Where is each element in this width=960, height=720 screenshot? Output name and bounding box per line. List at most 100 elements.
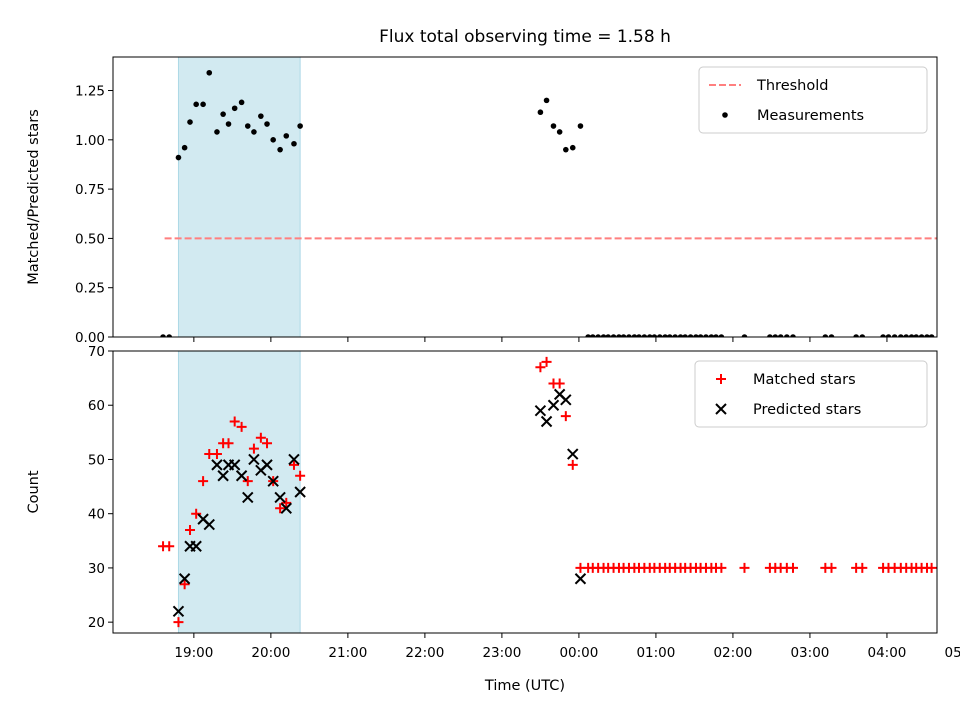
- top-panel: 0.00 0.25 0.50 0.75 1.00 1.25 Matched/Predicte…: [26, 56, 960, 346]
- legend-box: [698, 66, 928, 134]
- x-tick-label: 23:00: [482, 645, 521, 661]
- data-point: [697, 334, 704, 337]
- data-point: [666, 334, 673, 337]
- y-tick-label: 60: [88, 398, 105, 414]
- data-point: [554, 378, 565, 389]
- y-tick-label: 0.00: [75, 330, 105, 346]
- data-point: [223, 438, 234, 449]
- data-point: [173, 617, 184, 628]
- data-point: [242, 476, 253, 487]
- data-point: [288, 453, 300, 466]
- data-point: [187, 119, 193, 125]
- legend-box: [694, 360, 928, 428]
- y-tick-label: 20: [88, 615, 105, 631]
- data-point: [713, 334, 719, 337]
- y-tick-label: 70: [88, 344, 105, 360]
- bottom-panel: 20 30 40 50 60 70 19:00 20:00 21:00 22:00 23:00 00:…: [26, 344, 960, 694]
- data-point: [567, 459, 578, 470]
- data-point: [255, 432, 266, 443]
- data-point: [275, 503, 286, 514]
- data-point: [291, 140, 297, 147]
- data-point: [772, 334, 779, 337]
- x-tick-label: 22:00: [405, 645, 444, 661]
- data-point: [693, 334, 699, 337]
- data-point: [262, 438, 273, 449]
- y-tick-label: 0.75: [75, 182, 105, 198]
- data-point: [264, 121, 270, 127]
- data-point: [569, 144, 576, 151]
- legend-label: Matched stars: [753, 372, 856, 388]
- data-point: [885, 334, 892, 337]
- data-point: [200, 101, 206, 108]
- data-point: [926, 562, 937, 573]
- data-point: [164, 541, 175, 552]
- data-point: [589, 334, 596, 337]
- data-point: [535, 362, 546, 373]
- data-point: [859, 334, 866, 337]
- data-point: [636, 334, 642, 337]
- data-point: [787, 562, 798, 573]
- data-point: [283, 133, 290, 139]
- data-point: [828, 334, 835, 337]
- data-point: [595, 334, 601, 337]
- data-point: [236, 421, 247, 432]
- y-tick-label: 40: [88, 507, 105, 523]
- data-point: [767, 334, 773, 337]
- data-point: [620, 334, 627, 337]
- legend: Matched stars Predicted stars: [694, 360, 928, 428]
- data-point: [220, 111, 226, 117]
- data-point: [295, 470, 306, 481]
- data-point: [211, 459, 223, 471]
- legend-dot-swatch: [722, 112, 728, 118]
- data-point: [947, 563, 957, 573]
- data-point: [826, 562, 837, 573]
- data-point: [297, 123, 303, 129]
- data-point: [703, 334, 709, 337]
- data-point: [918, 334, 925, 337]
- data-point: [217, 470, 229, 482]
- legend-entry: Threshold: [709, 78, 828, 94]
- data-point: [928, 334, 935, 337]
- data-point: [605, 334, 611, 337]
- data-point: [857, 562, 868, 573]
- data-point: [225, 121, 232, 127]
- data-point: [281, 497, 292, 508]
- data-point: [235, 470, 248, 482]
- x-tick-label: 05:00: [945, 645, 960, 661]
- data-point: [203, 518, 215, 531]
- y-tick-label: 0.25: [75, 281, 105, 297]
- data-point: [790, 334, 796, 337]
- legend-label: Threshold: [756, 78, 828, 94]
- data-point: [534, 404, 547, 417]
- data-point: [631, 334, 638, 337]
- data-point: [646, 334, 653, 337]
- data-point: [682, 334, 688, 337]
- data-point: [955, 334, 960, 340]
- y-tick-label: 50: [88, 452, 105, 468]
- x-tick-label: 03:00: [790, 645, 829, 661]
- data-point: [651, 334, 658, 337]
- y-axis-label: Count: [26, 470, 42, 513]
- data-point: [251, 129, 257, 135]
- data-point: [261, 459, 273, 471]
- data-point: [248, 453, 260, 466]
- data-point: [550, 123, 557, 129]
- data-point: [238, 99, 245, 106]
- legend-entry: Measurements: [722, 108, 864, 124]
- data-point: [585, 334, 591, 337]
- x-tick-label: 04:00: [867, 645, 906, 661]
- data-point: [288, 459, 299, 470]
- data-point: [160, 334, 166, 337]
- data-point: [181, 144, 188, 151]
- data-point: [891, 334, 898, 337]
- data-point: [274, 491, 286, 504]
- data-point: [560, 411, 571, 422]
- data-point: [880, 334, 886, 337]
- data-point: [822, 334, 829, 337]
- x-tick-label: 21:00: [328, 645, 367, 661]
- x-tick-label: 01:00: [636, 645, 675, 661]
- data-point: [541, 356, 552, 367]
- chart-title: Flux total observing time = 1.58 h: [379, 27, 671, 47]
- legend-entry: Predicted stars: [715, 402, 861, 418]
